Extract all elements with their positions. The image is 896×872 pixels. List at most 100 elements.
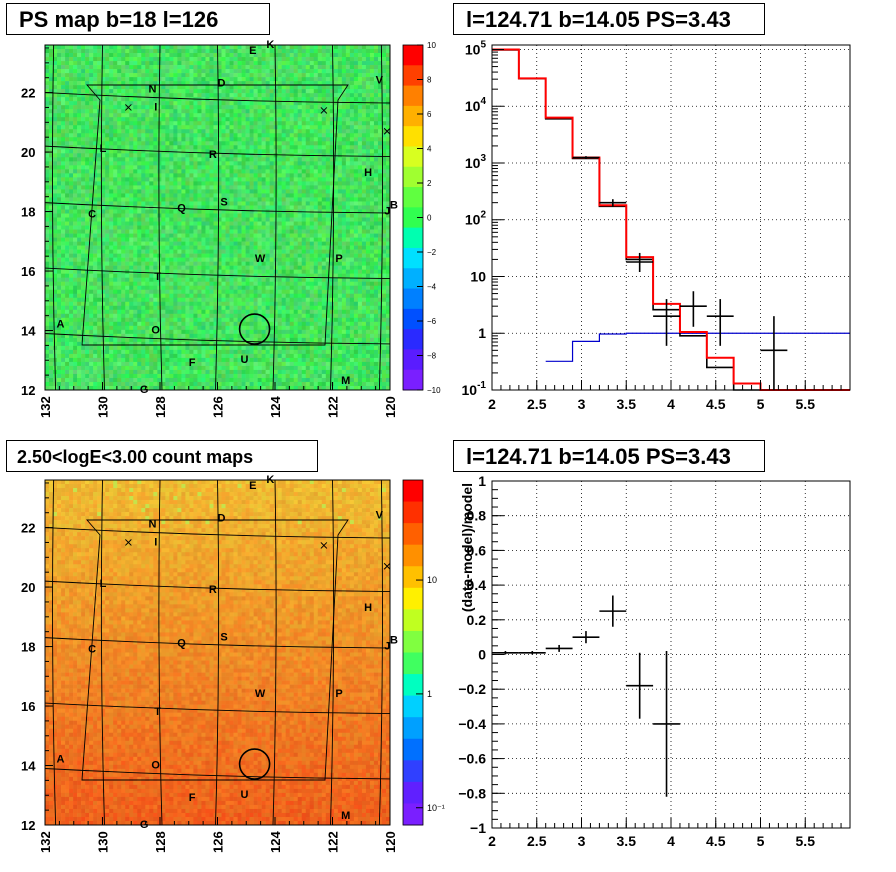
map-pixel bbox=[73, 53, 78, 58]
map-pixel bbox=[197, 125, 202, 130]
map-pixel bbox=[177, 193, 182, 198]
map-pixel bbox=[241, 137, 246, 142]
map-pixel bbox=[193, 45, 198, 50]
map-pixel bbox=[93, 381, 98, 387]
map-pixel bbox=[85, 81, 90, 86]
map-pixel bbox=[73, 109, 78, 114]
map-pixel bbox=[97, 325, 102, 331]
map-pixel bbox=[65, 153, 70, 158]
map-pixel bbox=[161, 181, 166, 186]
map-pixel bbox=[157, 157, 162, 162]
map-pixel bbox=[253, 377, 258, 383]
map-pixel bbox=[241, 73, 246, 78]
map-pixel bbox=[253, 45, 258, 50]
map-pixel bbox=[141, 189, 146, 194]
map-pixel bbox=[145, 249, 150, 254]
map-pixel bbox=[93, 177, 98, 182]
map-pixel bbox=[229, 253, 234, 258]
map-pixel bbox=[141, 121, 146, 126]
map-pixel bbox=[125, 125, 130, 130]
map-pixel bbox=[125, 213, 130, 218]
map-pixel bbox=[117, 341, 122, 347]
map-pixel bbox=[253, 357, 258, 363]
map-pixel bbox=[65, 125, 70, 130]
map-pixel bbox=[233, 365, 238, 371]
map-pixel bbox=[133, 341, 138, 347]
map-pixel bbox=[257, 129, 262, 134]
map-pixel bbox=[141, 333, 146, 339]
map-pixel bbox=[261, 185, 266, 190]
map-pixel bbox=[101, 245, 106, 250]
map-pixel bbox=[261, 329, 266, 335]
map-pixel bbox=[105, 309, 110, 315]
map-pixel bbox=[197, 65, 202, 70]
map-pixel bbox=[85, 237, 90, 242]
map-pixel bbox=[269, 73, 274, 78]
map-pixel bbox=[265, 317, 270, 323]
map-pixel bbox=[209, 321, 214, 327]
map-pixel bbox=[165, 321, 170, 327]
map-pixel bbox=[49, 361, 54, 367]
map-pixel bbox=[137, 281, 142, 286]
map-pixel bbox=[77, 165, 82, 170]
map-pixel bbox=[81, 253, 86, 258]
map-pixel bbox=[193, 253, 198, 258]
map-pixel bbox=[45, 237, 50, 242]
map-pixel bbox=[173, 225, 178, 230]
map-pixel bbox=[249, 193, 254, 198]
map-pixel bbox=[217, 305, 222, 311]
map-pixel bbox=[213, 173, 218, 178]
map-pixel bbox=[141, 125, 146, 130]
map-pixel bbox=[265, 345, 270, 351]
map-pixel bbox=[101, 257, 106, 262]
map-pixel bbox=[133, 45, 138, 50]
map-pixel bbox=[169, 365, 174, 371]
map-pixel bbox=[257, 225, 262, 230]
map-pixel bbox=[161, 265, 166, 270]
map-pixel bbox=[161, 369, 166, 375]
map-pixel bbox=[193, 81, 198, 86]
map-pixel bbox=[197, 281, 202, 286]
map-pixel bbox=[213, 225, 218, 230]
map-pixel bbox=[201, 209, 206, 214]
map-pixel bbox=[249, 173, 254, 178]
map-pixel bbox=[53, 269, 58, 274]
map-pixel bbox=[225, 53, 230, 58]
map-pixel bbox=[49, 269, 54, 274]
map-pixel bbox=[145, 233, 150, 238]
map-pixel bbox=[201, 61, 206, 66]
map-pixel bbox=[233, 197, 238, 202]
map-pixel bbox=[197, 221, 202, 226]
map-pixel bbox=[197, 377, 202, 383]
map-pixel bbox=[141, 297, 146, 303]
map-pixel bbox=[153, 233, 158, 238]
map-pixel bbox=[109, 221, 114, 226]
map-pixel bbox=[89, 373, 94, 379]
map-pixel bbox=[213, 85, 218, 90]
map-pixel bbox=[45, 149, 50, 154]
ps-map-pixels bbox=[45, 45, 391, 391]
map-pixel bbox=[97, 321, 102, 327]
map-pixel bbox=[197, 241, 202, 246]
map-pixel bbox=[129, 49, 134, 54]
map-pixel bbox=[189, 121, 194, 126]
map-pixel bbox=[153, 325, 158, 331]
map-pixel bbox=[157, 325, 162, 331]
map-pixel bbox=[137, 317, 142, 323]
map-pixel bbox=[133, 261, 138, 266]
map-pixel bbox=[65, 253, 70, 258]
map-pixel bbox=[157, 361, 162, 367]
map-pixel bbox=[197, 169, 202, 174]
map-pixel bbox=[225, 69, 230, 74]
map-pixel bbox=[265, 373, 270, 379]
map-pixel bbox=[225, 225, 230, 230]
map-pixel bbox=[61, 93, 66, 98]
map-pixel bbox=[149, 377, 154, 383]
map-pixel bbox=[133, 117, 138, 122]
map-pixel bbox=[149, 193, 154, 198]
map-pixel bbox=[225, 277, 230, 282]
map-pixel bbox=[209, 165, 214, 170]
map-pixel bbox=[129, 161, 134, 166]
map-pixel bbox=[53, 233, 58, 238]
